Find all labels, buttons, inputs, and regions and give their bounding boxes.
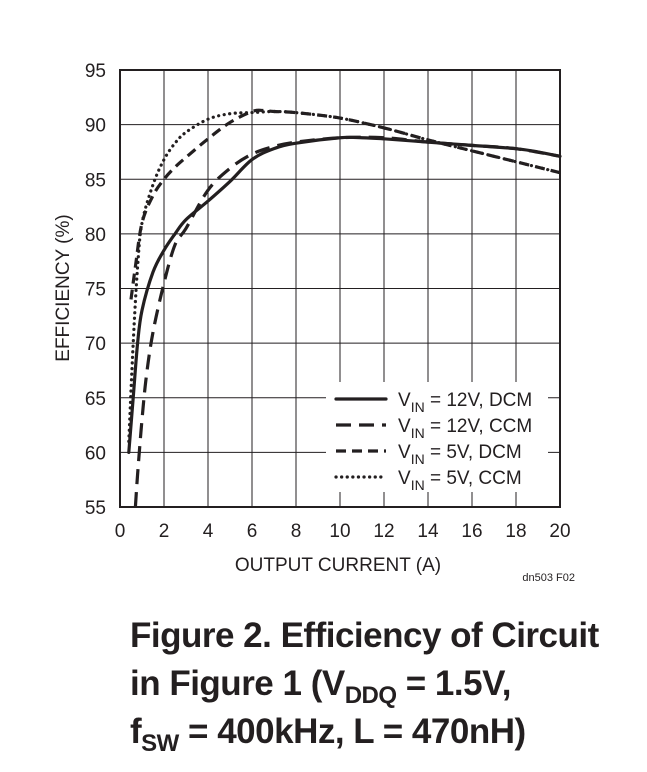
caption-line-1: Figure 2. Efficiency of Circuit	[130, 616, 599, 655]
caption-line-3-post: = 400kHz, L = 470nH)	[178, 712, 526, 751]
x-tick-label: 0	[115, 521, 126, 542]
y-tick-label: 60	[85, 443, 106, 464]
plot-frame	[119, 69, 561, 508]
caption-line-3: fSW = 400kHz, L = 470nH)	[130, 708, 630, 756]
x-tick-label: 2	[159, 521, 170, 542]
series-line-vin-5v-ccm	[127, 109, 562, 444]
caption-line-2-post: = 1.5V,	[396, 664, 512, 703]
x-tick-label: 8	[291, 521, 302, 542]
x-tick-label: 14	[417, 521, 439, 542]
series-line-vin-12v-dcm	[127, 135, 562, 454]
y-tick-labels: 95 90 85 80 75 70 65 60 55	[85, 61, 106, 519]
caption-line-2: in Figure 1 (VDDQ = 1.5V,	[130, 660, 630, 708]
y-tick-label: 70	[85, 334, 106, 355]
x-tick-label: 10	[329, 521, 350, 542]
y-tick-label: 55	[85, 498, 106, 519]
y-tick-label: 90	[85, 116, 106, 137]
y-tick-label: 95	[85, 61, 106, 82]
chart-series	[127, 108, 562, 508]
caption-line-2-pre: in Figure 1 (V	[130, 664, 345, 703]
x-tick-label: 4	[203, 521, 214, 542]
caption-line-3-pre: f	[130, 712, 142, 751]
y-tick-label: 80	[85, 225, 106, 246]
chart-grid	[120, 70, 560, 507]
legend-label: VIN = 5V, DCM	[398, 442, 522, 467]
y-tick-label: 85	[85, 170, 106, 191]
x-tick-labels: 0 2 4 6 8 10 12 14 16 18 20	[115, 521, 571, 542]
x-tick-label: 6	[247, 521, 258, 542]
legend-label: VIN = 5V, CCM	[398, 468, 522, 493]
y-axis-label: EFFICIENCY (%)	[53, 214, 74, 361]
caption-line-2-sub: DDQ	[344, 682, 397, 709]
x-axis-label: OUTPUT CURRENT (A)	[235, 555, 441, 576]
figure-id: dn503 F02	[522, 572, 575, 584]
efficiency-chart: 0 2 4 6 8 10 12 14 16 18 20 95 90 85 80 75 70 65 60 55 OUT…	[53, 61, 575, 584]
legend-label: VIN = 12V, CCM	[398, 416, 532, 441]
x-tick-label: 20	[549, 521, 570, 542]
x-tick-label: 18	[505, 521, 526, 542]
x-tick-label: 12	[373, 521, 394, 542]
legend-label: VIN = 12V, DCM	[398, 390, 532, 415]
x-tick-label: 16	[461, 521, 482, 542]
series-line-vin-12v-ccm	[133, 135, 561, 508]
figure-caption: Figure 2. Efficiency of Circuit in Figur…	[130, 612, 630, 756]
caption-line-3-sub: SW	[141, 730, 179, 757]
y-tick-label: 75	[85, 280, 106, 301]
y-tick-label: 65	[85, 389, 106, 410]
